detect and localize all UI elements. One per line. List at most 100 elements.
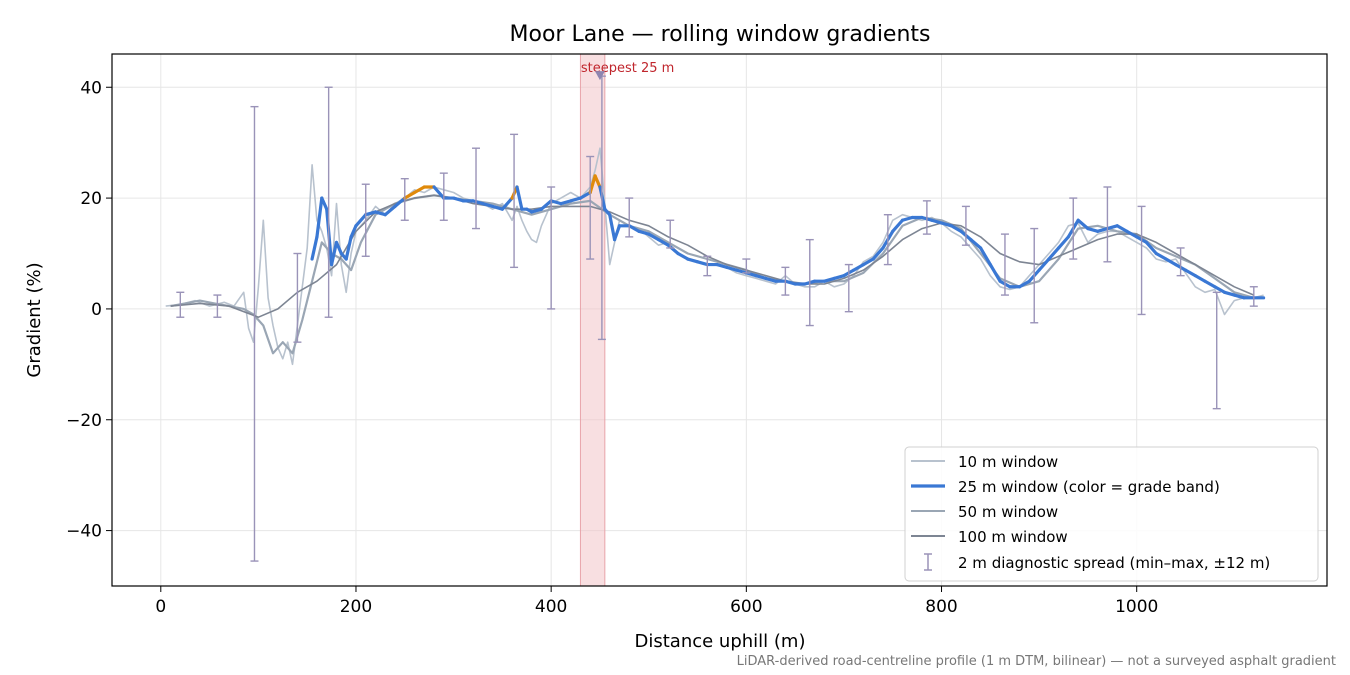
legend-label-10m: 10 m window [958,453,1058,471]
series-25m-segment [578,190,592,200]
x-tick-label: 1000 [1115,597,1158,617]
series-25m-segment [988,262,1002,283]
series-25m-segment [1017,279,1031,289]
diagnostic-error-bars [176,75,1258,562]
error-bar [1030,227,1039,324]
series-25m-segment [1193,274,1207,283]
series-25m-segment [627,224,641,233]
series-25m-segment [1213,285,1227,294]
x-tick-label: 600 [730,597,762,617]
series-25m-segment [569,196,583,203]
series-25m-segment [1144,240,1158,256]
series-25m-segment [1203,279,1217,289]
series-25m-segment [500,196,514,211]
series-25m-segment [373,210,387,217]
series-25m-segment [1076,218,1090,231]
footnote: LiDAR-derived road-centreline profile (1… [737,654,1336,669]
x-tick-label: 400 [535,597,567,617]
series-25m-segment [310,235,319,261]
error-bar [805,238,814,327]
series-25m-segment [349,224,358,239]
error-bar [547,186,556,310]
axis-ticks: 0 200 400 600 800 1000 −40 −20 0 20 40 [66,78,1158,617]
series-25m-segment [656,238,670,247]
series-25m-segment [383,204,397,217]
series-25m-segment [320,196,329,211]
steepest-marker [594,71,605,81]
series-25m-segment [695,260,709,267]
series-25m-segment [393,196,407,208]
error-bar [781,266,790,296]
error-bar [1176,247,1185,277]
series-25m-segment [344,235,353,261]
series-25m-segment [852,262,866,272]
series-50m-line [170,194,1264,355]
legend-swatch-errorbar [924,553,932,571]
steepest-span [579,53,606,587]
series-25m-segment [1115,224,1129,233]
legend: 10 m window 25 m window (color = grade b… [904,446,1319,582]
series-25m-segment [725,265,739,272]
error-bar [586,155,595,260]
series-25m-segment [969,238,983,250]
error-bar [1212,291,1221,410]
series-25m-segment [588,174,597,195]
error-bar [1103,186,1112,263]
steepest-span-band [579,53,606,587]
error-bar [844,263,853,313]
error-bar [883,214,892,266]
error-bar [324,86,333,318]
error-bar [703,255,712,277]
y-tick-label: 20 [80,189,102,209]
series-25m-segment [764,276,778,283]
series-25m-segment [593,174,602,189]
error-bar [510,133,519,269]
series-25m-segment [978,246,992,267]
series-25m-segment [861,257,875,267]
series-25m-segment [822,276,836,283]
error-bar [1069,197,1078,260]
series-25m-segment [559,199,573,206]
series-25m-segment [539,199,553,211]
error-bar [922,200,931,235]
series-25m-segment [364,210,378,217]
series-25m-segment [451,196,465,203]
x-axis-title: Distance uphill (m) [635,631,806,652]
series-25m-segment [939,221,953,228]
legend-label-50m: 50 m window [958,503,1058,521]
series-25m-segment [608,213,617,242]
series-25m-segment [1222,290,1236,297]
grid [112,54,1327,586]
series-25m-segment [783,279,797,286]
series-25m-segment [329,240,339,267]
y-tick-label: −40 [66,522,102,542]
error-bar [742,258,751,274]
error-bar [176,291,185,318]
series-25m-segment [1037,257,1051,272]
series-25m-segment [871,246,885,261]
y-tick-label: −20 [66,411,102,431]
error-bar [439,172,448,221]
error-bar [293,252,302,343]
x-tick-label: 800 [925,597,957,617]
error-bar [961,205,970,246]
series-25m-segment [686,257,700,264]
series-25m-segment [1125,229,1139,239]
series-25m-segment [334,240,343,256]
legend-label-100m: 100 m window [958,528,1068,546]
series-25m-segment [1183,268,1197,278]
series-25m-segment [647,232,661,242]
series-25m-segment [1096,226,1110,233]
series-25m-segment [515,185,524,211]
steepest-annotation: steepest 25 m [581,61,674,81]
error-bar [472,147,481,230]
y-axis-title: Gradient (%) [24,262,45,377]
series-25m-segment [354,213,368,228]
series-25m-segment [715,262,729,269]
series-25m-segment [315,196,324,239]
series-25m-segment [1047,246,1061,261]
series-25m-segment [930,218,944,225]
series-25m-segment [832,274,846,281]
error-bar [1000,233,1009,296]
